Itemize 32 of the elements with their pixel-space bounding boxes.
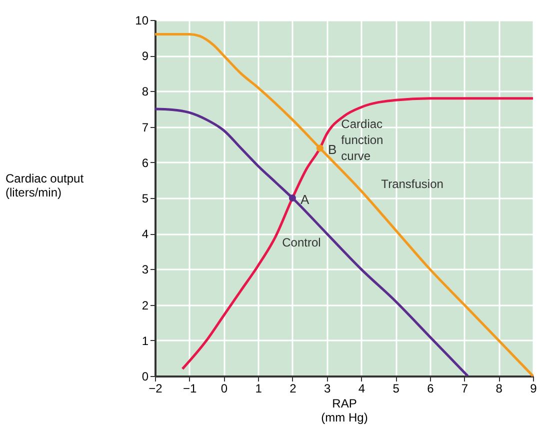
x-tick-label: 3	[324, 382, 331, 396]
series-label: Transfusion	[381, 176, 444, 191]
y-tick-label: 5	[142, 192, 149, 206]
y-tick-label: 8	[142, 84, 149, 99]
y-tick-label: 0	[142, 370, 149, 384]
x-tick-label: 8	[496, 382, 503, 396]
y-tick-label: 10	[135, 14, 149, 28]
series-label: Control	[282, 236, 321, 250]
annotation: B	[328, 142, 337, 158]
x-axis-title: RAP (mm Hg)	[321, 396, 368, 424]
line-series	[181, 97, 534, 370]
y-tick-label: 7	[142, 120, 149, 134]
x-tick-label: 6	[427, 382, 434, 396]
y-tick-label: 9	[142, 49, 149, 64]
y-axis-title: Cardiac output (liters/min)	[6, 172, 84, 200]
x-tick-label: 7	[461, 382, 468, 396]
annotation: A	[300, 192, 310, 207]
x-tick-label: 5	[392, 382, 400, 396]
line-series	[154, 108, 469, 378]
x-tick-label: 1	[255, 382, 262, 396]
y-tick-label: 1	[142, 334, 149, 348]
y-tick-label: 2	[142, 298, 149, 312]
series-label: Cardiac function curve	[341, 117, 384, 164]
x-tick-label: 9	[530, 382, 538, 396]
x-tick-label: 0	[220, 382, 228, 396]
y-tick-label: 4	[142, 227, 149, 242]
y-tick-label: 6	[142, 156, 149, 170]
x-tick-label: −2	[148, 382, 163, 396]
x-tick-label: 2	[290, 382, 297, 396]
x-tick-label: −1	[183, 382, 198, 396]
x-tick-label: 4	[358, 382, 366, 396]
y-tick-label: 3	[142, 262, 149, 277]
